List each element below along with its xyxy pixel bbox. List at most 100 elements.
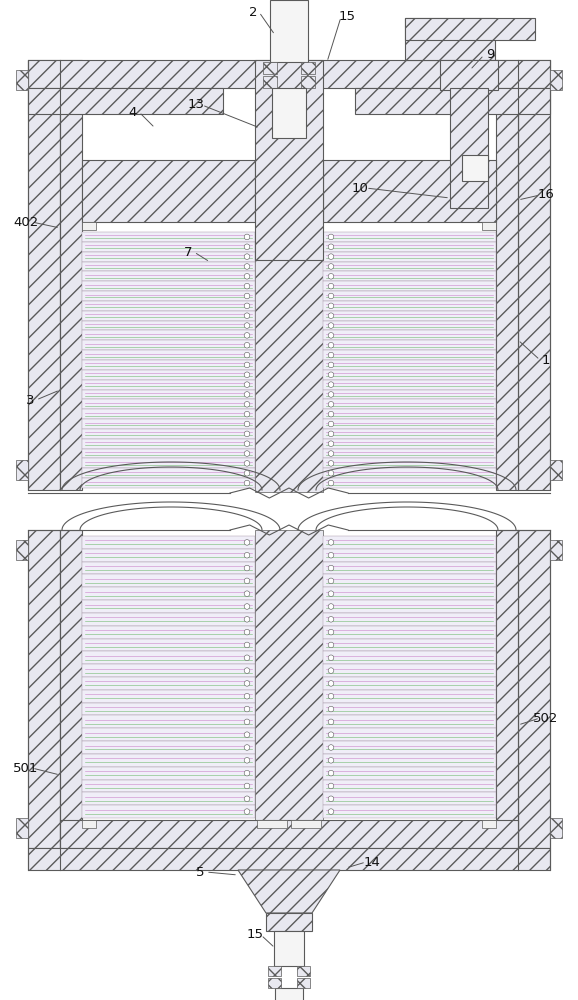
- Circle shape: [328, 303, 334, 309]
- Circle shape: [244, 617, 250, 622]
- Bar: [405, 18, 535, 40]
- Bar: [28, 530, 60, 848]
- Circle shape: [328, 565, 334, 571]
- Circle shape: [328, 274, 334, 279]
- Bar: [82, 350, 255, 360]
- Circle shape: [244, 264, 250, 269]
- Bar: [60, 60, 82, 490]
- Circle shape: [244, 796, 250, 802]
- Circle shape: [244, 719, 250, 725]
- Circle shape: [244, 352, 250, 358]
- Circle shape: [244, 431, 250, 437]
- Bar: [482, 222, 496, 230]
- Circle shape: [244, 591, 250, 596]
- Bar: [16, 818, 28, 838]
- Bar: [291, 820, 321, 828]
- Bar: [274, 931, 304, 966]
- Bar: [275, 988, 303, 1000]
- Bar: [82, 549, 255, 562]
- Bar: [82, 626, 255, 639]
- Bar: [82, 458, 255, 468]
- Bar: [323, 780, 496, 792]
- Circle shape: [244, 293, 250, 299]
- Bar: [82, 715, 255, 728]
- Bar: [550, 460, 562, 480]
- Bar: [323, 291, 496, 301]
- Bar: [323, 715, 496, 728]
- Circle shape: [244, 783, 250, 789]
- Bar: [323, 664, 496, 677]
- Bar: [323, 399, 496, 409]
- Circle shape: [328, 655, 334, 661]
- Circle shape: [244, 382, 250, 387]
- Circle shape: [328, 333, 334, 338]
- Bar: [550, 70, 562, 90]
- Text: 15: 15: [246, 928, 264, 942]
- Bar: [355, 88, 550, 114]
- Circle shape: [328, 745, 334, 750]
- Bar: [323, 390, 496, 399]
- Circle shape: [244, 303, 250, 309]
- Bar: [323, 549, 496, 562]
- Bar: [323, 639, 496, 651]
- Bar: [257, 820, 287, 828]
- Bar: [450, 88, 488, 208]
- Bar: [82, 409, 255, 419]
- Circle shape: [328, 540, 334, 545]
- Circle shape: [328, 234, 334, 240]
- Circle shape: [244, 411, 250, 417]
- Bar: [82, 281, 255, 291]
- Bar: [82, 820, 96, 828]
- Circle shape: [328, 382, 334, 387]
- Bar: [323, 340, 496, 350]
- Circle shape: [244, 451, 250, 456]
- Bar: [272, 88, 306, 138]
- Circle shape: [244, 441, 250, 446]
- Circle shape: [328, 629, 334, 635]
- Circle shape: [244, 706, 250, 712]
- Circle shape: [244, 732, 250, 737]
- Circle shape: [328, 421, 334, 427]
- Circle shape: [328, 809, 334, 814]
- Circle shape: [244, 254, 250, 259]
- Bar: [323, 311, 496, 321]
- Bar: [82, 562, 255, 574]
- Bar: [323, 281, 496, 291]
- Bar: [28, 60, 550, 88]
- Circle shape: [328, 617, 334, 622]
- Bar: [323, 330, 496, 340]
- Bar: [82, 222, 96, 230]
- Bar: [323, 429, 496, 439]
- Text: 1: 1: [542, 354, 550, 366]
- Circle shape: [244, 402, 250, 407]
- Circle shape: [244, 758, 250, 763]
- Text: 2: 2: [249, 5, 257, 18]
- Text: 10: 10: [351, 182, 368, 194]
- Bar: [60, 530, 82, 848]
- Text: 15: 15: [339, 10, 355, 23]
- Bar: [323, 242, 496, 252]
- Bar: [60, 820, 518, 848]
- Bar: [82, 429, 255, 439]
- Circle shape: [244, 323, 250, 328]
- Bar: [323, 350, 496, 360]
- Bar: [82, 741, 255, 754]
- Text: 5: 5: [196, 865, 204, 879]
- Bar: [82, 252, 255, 262]
- Bar: [323, 613, 496, 626]
- Circle shape: [244, 540, 250, 545]
- Bar: [82, 664, 255, 677]
- Bar: [462, 155, 488, 181]
- Text: 16: 16: [538, 188, 554, 202]
- Bar: [323, 574, 496, 587]
- Circle shape: [244, 470, 250, 476]
- Bar: [323, 805, 496, 818]
- Circle shape: [244, 629, 250, 635]
- Bar: [255, 530, 323, 858]
- Bar: [82, 805, 255, 818]
- Circle shape: [328, 604, 334, 609]
- Bar: [82, 242, 255, 252]
- Circle shape: [328, 313, 334, 318]
- Bar: [263, 62, 277, 74]
- Bar: [263, 76, 277, 88]
